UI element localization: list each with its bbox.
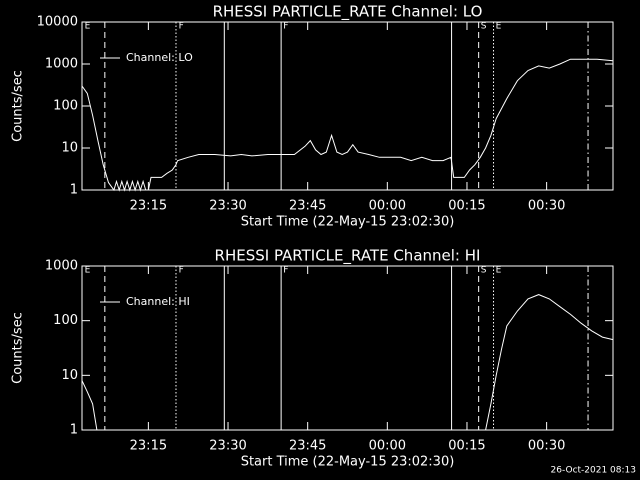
- y-tick-label: 1: [70, 423, 78, 438]
- x-tick-label: 00:30: [528, 439, 565, 454]
- series-line: [81, 294, 614, 431]
- x-tick-label: 23:45: [289, 439, 326, 454]
- series-line: [81, 58, 614, 192]
- flag-label: F: [179, 22, 184, 32]
- flag-label: E: [85, 266, 91, 276]
- x-tick-label: 23:45: [289, 199, 326, 214]
- plot-frame: [81, 21, 614, 191]
- flag-label: S: [481, 266, 487, 276]
- y-tick-label: 10000: [37, 15, 78, 30]
- x-tick-label: 00:15: [448, 199, 485, 214]
- x-tick-label: 00:00: [369, 439, 406, 454]
- footer: 26-Oct-2021 08:13: [551, 466, 636, 476]
- x-tick-label: 23:30: [209, 439, 246, 454]
- flag-label: F: [179, 266, 184, 276]
- x-tick-label: 00:00: [369, 199, 406, 214]
- chart-title: RHESSI PARTICLE_RATE Channel: HI: [215, 247, 481, 266]
- y-tick-label: 1000: [45, 57, 78, 72]
- y-tick-label: 10: [61, 141, 78, 156]
- flag-label: E: [496, 22, 502, 32]
- plot-frame: [81, 265, 614, 431]
- x-tick-label: 00:30: [528, 199, 565, 214]
- y-tick-label: 100: [53, 313, 78, 328]
- x-tick-label: 23:15: [130, 439, 167, 454]
- legend-label: Channel: HI: [126, 295, 190, 308]
- x-tick-label: 23:30: [209, 199, 246, 214]
- x-axis-label: Start Time (22-May-15 23:02:30): [241, 215, 455, 230]
- y-axis-label: Counts/sec: [11, 70, 26, 142]
- x-axis-label: Start Time (22-May-15 23:02:30): [241, 455, 455, 470]
- flag-label: E: [85, 22, 91, 32]
- y-tick-label: 10: [61, 368, 78, 383]
- y-tick-label: 1000: [45, 259, 78, 274]
- y-tick-label: 1: [70, 183, 78, 198]
- x-tick-label: 00:15: [448, 439, 485, 454]
- flag-label: F: [283, 22, 288, 32]
- legend-label: Channel: LO: [126, 51, 193, 64]
- y-tick-label: 100: [53, 99, 78, 114]
- y-axis-label: Counts/sec: [11, 312, 26, 384]
- x-tick-label: 23:15: [130, 199, 167, 214]
- chart-title: RHESSI PARTICLE_RATE Channel: LO: [213, 3, 483, 22]
- flag-label: F: [283, 266, 288, 276]
- flag-label: E: [496, 266, 502, 276]
- flag-label: S: [481, 22, 487, 32]
